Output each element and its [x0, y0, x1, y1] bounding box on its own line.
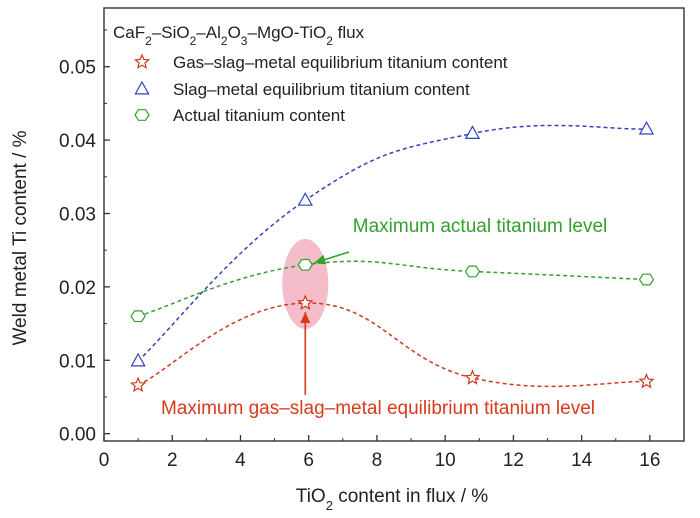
legend-marker-hexagon	[134, 109, 150, 121]
y-axis-ticks: 0.00 0.01 0.02 0.03 0.04 0.05	[59, 29, 110, 446]
data-point-star	[129, 376, 147, 393]
x-tick-label: 16	[639, 450, 660, 471]
x-tick-label: 12	[503, 450, 524, 471]
legend-label: Slag–metal equilibrium titanium content	[173, 80, 470, 99]
x-tick-label: 8	[372, 450, 383, 471]
y-axis-title: Weld metal Ti content / %	[10, 130, 31, 345]
data-point-hexagon	[464, 265, 481, 278]
data-point-triangle	[464, 125, 481, 139]
x-tick-label: 14	[571, 450, 593, 471]
y-tick-label: 0.04	[59, 131, 96, 152]
annotation-max-gas-slag-metal: Maximum gas–slag–metal equilibrium titan…	[161, 398, 595, 419]
data-point-hexagon	[638, 273, 655, 286]
y-tick-label: 0.05	[59, 58, 96, 79]
data-point-hexagon	[297, 258, 314, 271]
data-point-star	[464, 369, 481, 385]
data-point-star	[297, 294, 314, 310]
data-point-star	[638, 372, 655, 389]
legend: Gas–slag–metal equilibrium titanium cont…	[133, 53, 508, 125]
flux-label: CaF2–SiO2–Al2O3–MgO-TiO2 flux	[113, 23, 365, 48]
series-line-2	[137, 124, 647, 362]
legend-marker-triangle	[134, 80, 150, 95]
series-markers	[129, 120, 655, 393]
data-point-hexagon	[130, 310, 146, 323]
x-tick-label: 4	[235, 450, 246, 471]
legend-marker-star	[133, 53, 151, 69]
y-tick-label: 0.00	[59, 425, 96, 446]
x-tick-label: 10	[435, 450, 456, 471]
x-axis-title: TiO2 content in flux / %	[296, 486, 488, 513]
data-point-triangle	[297, 192, 313, 206]
legend-label: Gas–slag–metal equilibrium titanium cont…	[173, 53, 508, 72]
y-tick-label: 0.01	[59, 351, 96, 372]
plot-frame	[103, 7, 685, 442]
series-line-3	[137, 260, 647, 317]
x-tick-label: 6	[303, 450, 314, 471]
series-curves	[137, 124, 647, 388]
y-tick-label: 0.02	[59, 278, 96, 299]
annotation-arrows	[300, 251, 350, 395]
series-line-1	[137, 302, 647, 388]
legend-label: Actual titanium content	[173, 106, 345, 125]
y-tick-label: 0.03	[59, 204, 96, 225]
arrow-max-actual-head	[314, 254, 327, 265]
x-axis-ticks: 0 2 4 6 8 10 12 14 16	[99, 435, 660, 471]
data-point-triangle	[638, 120, 655, 135]
x-tick-label: 2	[167, 450, 178, 471]
x-tick-label: 0	[99, 450, 110, 471]
arrow-max-gsm-head	[300, 312, 311, 324]
data-point-triangle	[130, 352, 146, 367]
annotation-max-actual: Maximum actual titanium level	[353, 216, 607, 237]
